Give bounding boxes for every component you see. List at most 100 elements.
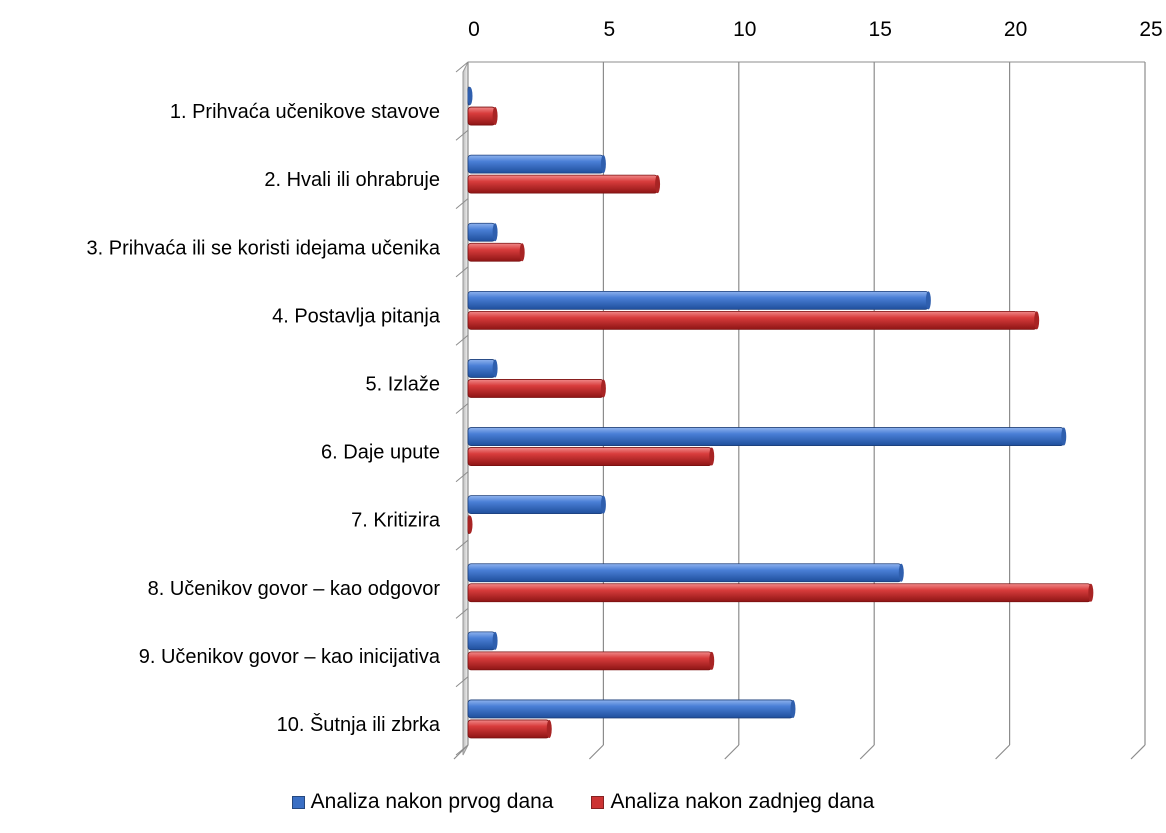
bar-end-cap [546, 719, 552, 738]
gridline-x-foot-20 [995, 744, 1011, 760]
bar-end-cap [467, 515, 473, 534]
bar-end-cap [492, 223, 498, 242]
y-category-label: 10. Šutnja ili zbrka [277, 713, 441, 736]
bar-rect [467, 719, 550, 739]
bar-end-cap [600, 155, 606, 174]
bar-rect [467, 583, 1092, 603]
x-tick-label: 25 [1139, 18, 1162, 41]
category-separator [455, 61, 469, 73]
category-separator [455, 198, 469, 209]
bar-series-2 [467, 515, 473, 535]
bar-end-cap [600, 379, 606, 398]
bar-rect [467, 174, 658, 194]
bar-rect [467, 699, 794, 719]
category-separator [455, 403, 469, 414]
bar-series-2 [467, 379, 606, 398]
bar-end-cap [1061, 427, 1067, 446]
legend-swatch-red [591, 795, 605, 809]
bar-series-2 [467, 583, 1094, 603]
gridline-x-foot-15 [859, 744, 875, 760]
bar-series-1 [467, 427, 1067, 446]
bar-end-cap [709, 447, 715, 466]
y-category-label: 9. Učenikov govor – kao inicijativa [139, 646, 441, 668]
bar-series-1 [467, 290, 931, 310]
y-category-label: 7. Kritizira [351, 510, 441, 532]
bar-series-1 [467, 495, 606, 515]
bar-rect [467, 379, 604, 398]
y-category-label: 2. Hvali ili ohrabruje [264, 169, 440, 191]
bar-end-cap [492, 107, 498, 126]
y-category-label: 8. Učenikov govor – kao odgovor [148, 578, 441, 600]
bar-series-2 [467, 719, 552, 739]
bar-rect [467, 447, 713, 466]
bar-rect [467, 106, 496, 126]
gridline-x-foot-25 [1130, 744, 1146, 760]
category-separator [455, 539, 469, 551]
bar-rect [467, 631, 496, 651]
bar-series-1 [467, 631, 498, 651]
bar-series-2 [467, 310, 1040, 330]
bar-end-cap [898, 563, 904, 582]
bar-end-cap [925, 291, 931, 310]
legend-item-series-2: Analiza nakon zadnjeg dana [591, 790, 874, 814]
bar-series-2 [467, 106, 498, 126]
bar-rect [467, 154, 604, 174]
legend-label-series-2: Analiza nakon zadnjeg dana [610, 790, 875, 813]
category-separator [455, 744, 469, 756]
bar-series-2 [467, 242, 525, 262]
legend-swatch-blue [291, 795, 305, 809]
bar-end-cap [1034, 311, 1040, 330]
bar-series-2 [467, 651, 715, 671]
bar-end-cap [519, 243, 525, 262]
y-category-label: 3. Prihvaća ili se koristi idejama učeni… [87, 237, 441, 259]
x-tick-label: 5 [604, 18, 616, 41]
legend-label-series-1: Analiza nakon prvog dana [310, 790, 554, 813]
x-tick-label: 0 [468, 18, 480, 41]
bar-rect [467, 242, 523, 262]
bar-series-1 [467, 222, 498, 242]
bar-end-cap [492, 631, 498, 650]
bar-chart: 0 5 10 15 20 25 1. Prihvaća učenikove stavove 2… [87, 18, 1163, 760]
y-category-label: 6. Daje upute [321, 442, 440, 464]
bar-end-cap [467, 87, 473, 106]
category-separator [455, 129, 469, 141]
bar-rect [467, 310, 1038, 330]
bar-series-2 [467, 447, 715, 466]
x-tick-label: 15 [869, 18, 892, 41]
bar-series-1 [467, 699, 796, 719]
category-separator [455, 608, 469, 619]
bar-rect [467, 495, 604, 515]
bar-end-cap [709, 651, 715, 670]
bar-series-1 [467, 86, 473, 106]
bar-rect [467, 427, 1065, 446]
chart-left-wall [462, 61, 469, 756]
category-separator [455, 334, 469, 346]
bar-end-cap [600, 495, 606, 514]
legend-item-series-1: Analiza nakon prvog dana [291, 790, 554, 814]
bar-rect [467, 563, 902, 583]
x-tick-label: 20 [1004, 18, 1027, 41]
category-separator [455, 676, 469, 688]
y-category-label: 1. Prihvaća učenikove stavove [170, 101, 440, 123]
bar-end-cap [1088, 583, 1094, 602]
bar-rect [467, 359, 496, 378]
legend: Analiza nakon prvog dana Analiza nakon z… [0, 790, 1166, 814]
bar-series-1 [467, 563, 904, 583]
gridline-x-foot-5 [588, 744, 604, 760]
bar-series-2 [467, 174, 661, 194]
category-separator [455, 471, 469, 483]
bar-series-1 [467, 154, 606, 174]
bar-end-cap [655, 175, 661, 194]
gridline-x-foot-10 [724, 744, 740, 760]
bar-series-1 [467, 359, 498, 378]
bar-rect [467, 290, 929, 310]
bar-rect [467, 222, 496, 242]
x-tick-label: 10 [733, 18, 756, 41]
y-category-label: 5. Izlaže [366, 373, 440, 395]
bar-end-cap [790, 699, 796, 718]
category-separator [455, 266, 469, 278]
bar-end-cap [492, 359, 498, 378]
y-category-label: 4. Postavlja pitanja [272, 305, 441, 327]
bar-rect [467, 651, 713, 671]
